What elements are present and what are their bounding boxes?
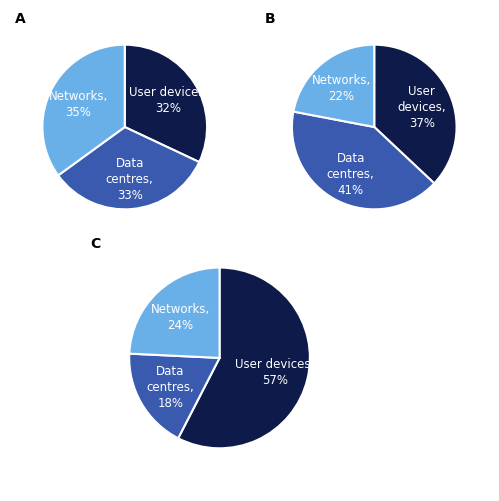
Text: Networks,
35%: Networks, 35%: [49, 90, 108, 119]
Wedge shape: [125, 46, 207, 163]
Text: A: A: [15, 12, 26, 26]
Wedge shape: [374, 46, 457, 184]
Text: User devices,
32%: User devices, 32%: [129, 86, 208, 115]
Wedge shape: [42, 46, 125, 176]
Text: Data
centres,
33%: Data centres, 33%: [106, 157, 154, 202]
Text: B: B: [264, 12, 275, 26]
Text: Data
centres,
41%: Data centres, 41%: [327, 151, 375, 196]
Wedge shape: [292, 112, 434, 210]
Text: Networks,
22%: Networks, 22%: [311, 74, 371, 102]
Wedge shape: [129, 268, 220, 358]
Text: Networks,
24%: Networks, 24%: [151, 303, 210, 332]
Wedge shape: [293, 46, 374, 128]
Text: User devices,
57%: User devices, 57%: [235, 357, 314, 386]
Wedge shape: [178, 268, 310, 448]
Text: Data
centres,
18%: Data centres, 18%: [146, 364, 194, 409]
Text: C: C: [90, 237, 100, 251]
Text: User
devices,
37%: User devices, 37%: [398, 85, 446, 130]
Wedge shape: [129, 354, 220, 438]
Wedge shape: [58, 128, 199, 210]
